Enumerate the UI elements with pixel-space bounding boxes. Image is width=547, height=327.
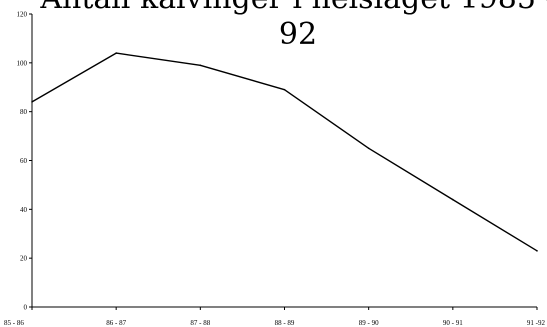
data-point	[452, 198, 454, 201]
x-tick-label: 85 - 86	[4, 319, 24, 327]
data-point	[536, 250, 538, 252]
data-point	[115, 52, 117, 54]
x-tick-label: 88 - 89	[275, 319, 295, 327]
data-point	[367, 147, 370, 150]
y-tick-label: 60	[20, 157, 28, 165]
x-tick-label: 90 - 91	[443, 319, 463, 327]
x-tick-label: 91 -92	[527, 319, 546, 327]
y-axis: 0 20 40 60 80 100 120	[17, 11, 33, 312]
y-tick-label: 120	[17, 11, 28, 19]
y-tick-label: 100	[17, 59, 28, 67]
data-point	[283, 88, 286, 91]
chart-title-line-2: 92	[279, 17, 317, 52]
series-group	[31, 52, 538, 252]
x-tick-label: 86 - 87	[106, 319, 126, 327]
series-line	[31, 52, 538, 252]
y-tick-label: 0	[24, 304, 28, 312]
data-point	[199, 64, 202, 67]
chart-title-line-1: Antall kalvinger i helslaget 1985 -	[39, 0, 547, 16]
y-tick-label: 40	[20, 206, 28, 214]
y-tick-label: 80	[20, 108, 28, 116]
y-tick-label: 20	[20, 255, 28, 263]
x-tick-label: 87 - 88	[190, 319, 210, 327]
x-axis: 85 - 86 86 - 87 87 - 88 88 - 89 89 - 90 90 - …	[4, 306, 546, 327]
data-point	[31, 101, 33, 103]
x-tick-label: 89 - 90	[359, 319, 379, 327]
